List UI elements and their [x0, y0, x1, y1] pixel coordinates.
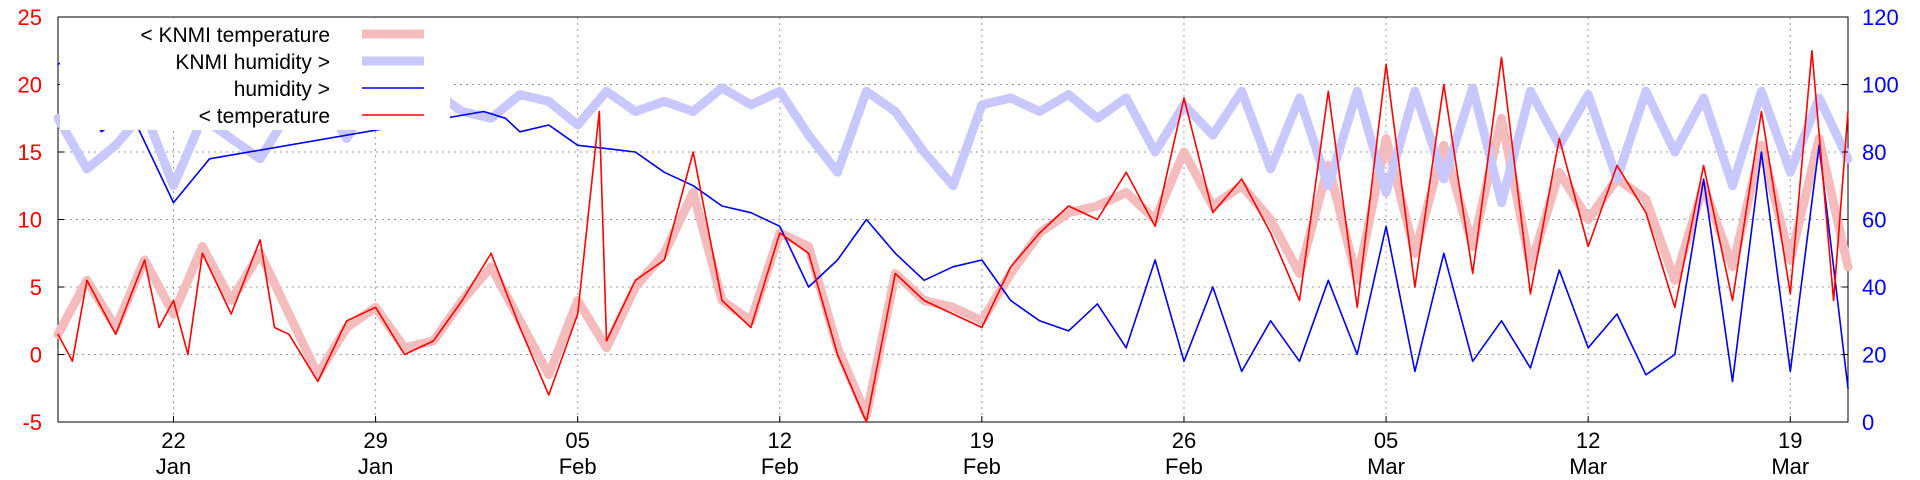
- x-tick-day-label: 05: [1374, 428, 1398, 453]
- right-y-axis: 0 20 40 60 80 100 120: [1842, 5, 1899, 435]
- left-tick-label: 25: [18, 5, 42, 30]
- x-tick-month-label: Feb: [761, 454, 799, 479]
- x-tick-month-label: Mar: [1771, 454, 1809, 479]
- x-tick-day-label: 19: [970, 428, 994, 453]
- x-tick-day-label: 19: [1778, 428, 1802, 453]
- legend: < KNMI temperature KNMI humidity > humidit…: [60, 18, 450, 130]
- left-tick-label: 20: [18, 73, 42, 98]
- left-tick-label: -5: [22, 410, 42, 435]
- left-y-axis: -5 0 5 10 15 20 25: [18, 5, 64, 435]
- x-tick-month-label: Jan: [156, 454, 191, 479]
- x-tick-day-label: 05: [565, 428, 589, 453]
- legend-label: humidity >: [234, 78, 330, 101]
- right-tick-label: 80: [1862, 140, 1886, 165]
- x-tick-day-label: 29: [363, 428, 387, 453]
- x-axis: 22Jan29Jan05Feb12Feb19Feb26Feb05Mar12Mar…: [156, 416, 1809, 479]
- x-tick-day-label: 12: [1576, 428, 1600, 453]
- right-tick-label: 20: [1862, 343, 1886, 368]
- x-tick-month-label: Jan: [358, 454, 393, 479]
- left-tick-label: 10: [18, 208, 42, 233]
- temperature-line: [57, 49, 1849, 423]
- legend-label: < KNMI temperature: [140, 24, 330, 47]
- x-tick-month-label: Mar: [1367, 454, 1405, 479]
- x-tick-month-label: Feb: [559, 454, 597, 479]
- legend-label: KNMI humidity >: [175, 51, 330, 74]
- x-tick-day-label: 22: [161, 428, 185, 453]
- right-tick-label: 60: [1862, 208, 1886, 233]
- x-tick-day-label: 12: [768, 428, 792, 453]
- right-tick-label: 120: [1862, 5, 1899, 30]
- x-tick-day-label: 26: [1172, 428, 1196, 453]
- left-tick-label: 15: [18, 140, 42, 165]
- right-tick-label: 0: [1862, 410, 1874, 435]
- left-tick-label: 0: [30, 343, 42, 368]
- knmi-temperature-line: [53, 113, 1853, 420]
- x-tick-month-label: Feb: [963, 454, 1001, 479]
- x-tick-month-label: Feb: [1165, 454, 1203, 479]
- right-tick-label: 100: [1862, 73, 1899, 98]
- right-tick-label: 40: [1862, 275, 1886, 300]
- x-tick-month-label: Mar: [1569, 454, 1607, 479]
- humidity-line: [57, 60, 1849, 390]
- legend-label: < temperature: [199, 105, 330, 128]
- left-tick-label: 5: [30, 275, 42, 300]
